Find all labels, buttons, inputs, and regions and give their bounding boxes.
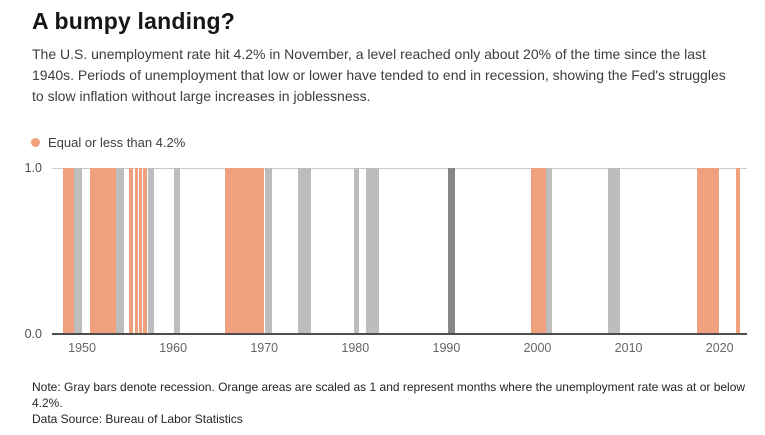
gray-band (148, 168, 155, 334)
x-axis-line (52, 333, 747, 335)
orange-band (90, 168, 117, 334)
gray-band (366, 168, 380, 334)
gray-band (608, 168, 621, 334)
orange-band (697, 168, 720, 334)
orange-band (736, 168, 741, 334)
orange-band (129, 168, 134, 334)
gridline-top (52, 168, 747, 169)
orange-band (531, 168, 547, 334)
gray-band (298, 168, 312, 334)
orange-band (63, 168, 75, 334)
orange-band (135, 168, 138, 334)
orange-band (143, 168, 148, 334)
gray-band (74, 168, 83, 334)
x-axis-tick-label: 1950 (68, 341, 96, 355)
orange-band (225, 168, 265, 334)
legend-label: Equal or less than 4.2% (48, 135, 186, 150)
x-axis-tick-label: 2020 (705, 341, 734, 355)
y-axis-tick-0: 0.0 (24, 327, 42, 341)
legend-dot-icon (31, 138, 40, 147)
x-axis-tick-label: 1970 (250, 341, 279, 355)
gray-band (264, 168, 272, 334)
gray-band (354, 168, 360, 334)
legend: Equal or less than 4.2% (31, 135, 185, 150)
x-axis-tick-label: 1960 (159, 341, 188, 355)
gray-band (546, 168, 552, 334)
y-axis-tick-1: 1.0 (24, 161, 42, 175)
gray-band-dark (448, 168, 456, 334)
x-axis-tick-label: 2010 (614, 341, 643, 355)
chart-description: The U.S. unemployment rate hit 4.2% in N… (32, 46, 726, 104)
orange-band (139, 168, 142, 334)
footnote: Note: Gray bars denote recession. Orange… (32, 380, 746, 410)
page-title: A bumpy landing? (32, 8, 235, 34)
gray-band (116, 168, 125, 334)
x-axis-tick-label: 1990 (432, 341, 461, 355)
gray-band (174, 168, 181, 334)
plot-area: 1950 1960 1970 1980 1990 2000 2010 2020 (52, 168, 747, 355)
x-axis-tick-label: 2000 (523, 341, 552, 355)
data-source: Data Source: Bureau of Labor Statistics (32, 412, 243, 426)
x-axis-tick-label: 1980 (341, 341, 370, 355)
